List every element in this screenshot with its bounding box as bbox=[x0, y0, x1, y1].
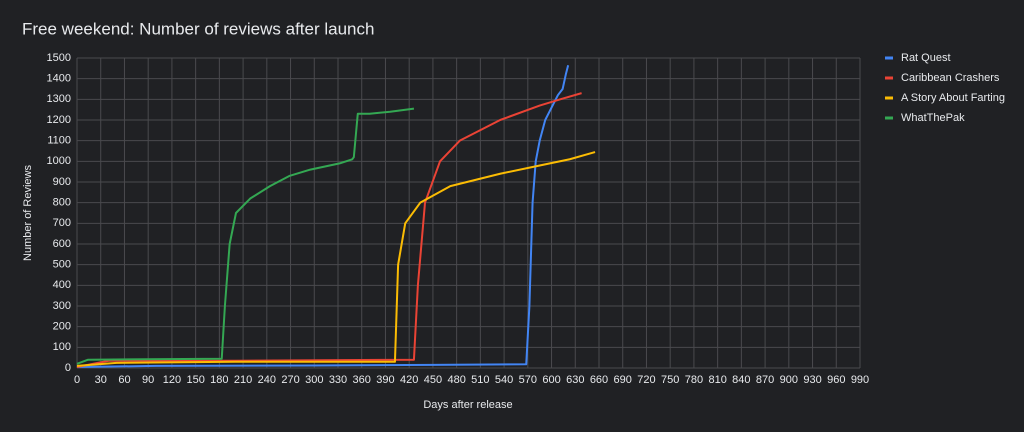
x-tick-label: 90 bbox=[142, 374, 154, 386]
y-tick-label: 1100 bbox=[47, 135, 71, 147]
y-tick-label: 100 bbox=[53, 341, 71, 353]
x-tick-label: 720 bbox=[637, 374, 655, 386]
y-tick-label: 200 bbox=[53, 321, 71, 333]
y-axis-title: Number of Reviews bbox=[22, 165, 34, 261]
x-tick-label: 30 bbox=[95, 374, 107, 386]
x-tick-label: 420 bbox=[400, 374, 418, 386]
x-tick-label: 630 bbox=[566, 374, 584, 386]
x-tick-label: 120 bbox=[163, 374, 181, 386]
x-tick-label: 900 bbox=[780, 374, 798, 386]
y-tick-label: 600 bbox=[53, 238, 71, 250]
x-tick-label: 690 bbox=[614, 374, 632, 386]
y-tick-label: 300 bbox=[53, 300, 71, 312]
x-tick-label: 180 bbox=[210, 374, 228, 386]
x-tick-label: 330 bbox=[329, 374, 347, 386]
legend-label: A Story About Farting bbox=[901, 92, 1005, 104]
x-axis-title: Days after release bbox=[423, 399, 512, 411]
y-tick-label: 700 bbox=[53, 217, 71, 229]
x-tick-label: 570 bbox=[519, 374, 537, 386]
chart-title: Free weekend: Number of reviews after la… bbox=[22, 19, 374, 38]
y-tick-label: 1000 bbox=[47, 155, 71, 167]
x-tick-label: 540 bbox=[495, 374, 513, 386]
x-tick-label: 660 bbox=[590, 374, 608, 386]
legend-label: WhatThePak bbox=[901, 112, 965, 124]
y-tick-label: 500 bbox=[53, 259, 71, 271]
y-tick-label: 1400 bbox=[47, 73, 71, 85]
x-tick-label: 930 bbox=[803, 374, 821, 386]
x-tick-label: 240 bbox=[258, 374, 276, 386]
x-tick-label: 360 bbox=[353, 374, 371, 386]
x-tick-label: 780 bbox=[685, 374, 703, 386]
x-tick-label: 480 bbox=[447, 374, 465, 386]
x-tick-label: 450 bbox=[424, 374, 442, 386]
series-line bbox=[76, 151, 596, 367]
x-tick-label: 0 bbox=[74, 374, 80, 386]
series-line bbox=[76, 64, 570, 368]
x-tick-label: 960 bbox=[827, 374, 845, 386]
y-tick-label: 1200 bbox=[47, 114, 71, 126]
y-tick-label: 1300 bbox=[47, 93, 71, 105]
x-tick-label: 150 bbox=[186, 374, 204, 386]
x-tick-label: 210 bbox=[234, 374, 252, 386]
x-tick-label: 510 bbox=[471, 374, 489, 386]
x-tick-label: 750 bbox=[661, 374, 679, 386]
x-tick-label: 990 bbox=[851, 374, 869, 386]
y-tick-label: 400 bbox=[53, 279, 71, 291]
x-tick-label: 600 bbox=[542, 374, 560, 386]
x-tick-label: 300 bbox=[305, 374, 323, 386]
series-line bbox=[76, 107, 415, 365]
series-line bbox=[76, 92, 582, 368]
x-tick-label: 60 bbox=[118, 374, 130, 386]
x-tick-label: 270 bbox=[281, 374, 299, 386]
y-tick-label: 800 bbox=[53, 197, 71, 209]
legend-label: Rat Quest bbox=[901, 52, 951, 64]
x-tick-label: 840 bbox=[732, 374, 750, 386]
legend-label: Caribbean Crashers bbox=[901, 72, 1000, 84]
y-tick-label: 0 bbox=[65, 362, 71, 374]
y-tick-label: 900 bbox=[53, 176, 71, 188]
x-tick-label: 870 bbox=[756, 374, 774, 386]
y-tick-label: 1500 bbox=[47, 52, 71, 64]
x-tick-label: 810 bbox=[708, 374, 726, 386]
x-tick-label: 390 bbox=[376, 374, 394, 386]
